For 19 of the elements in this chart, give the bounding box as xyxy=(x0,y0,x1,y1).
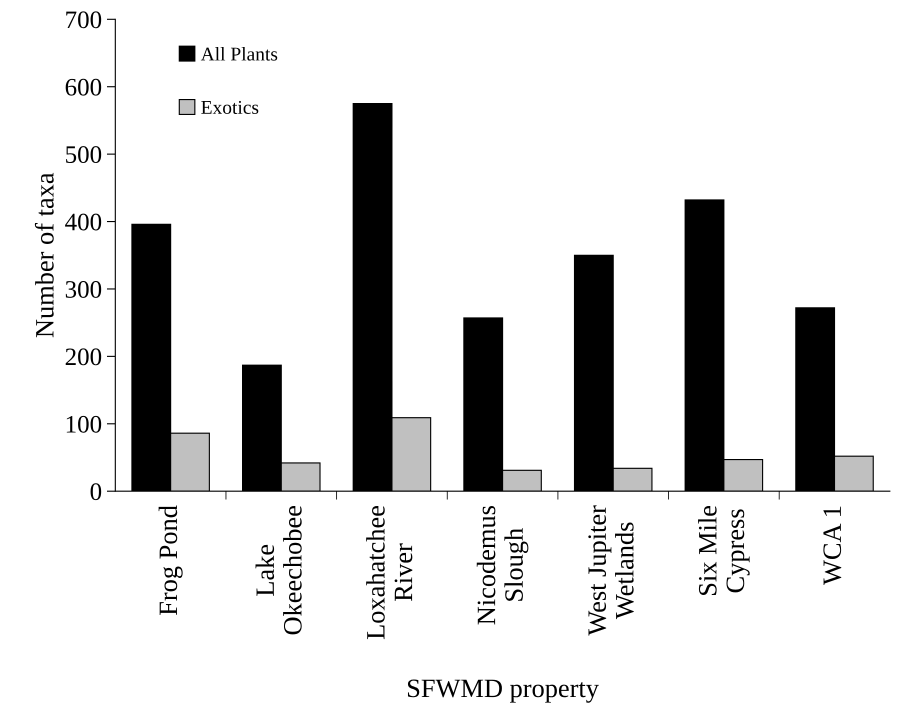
y-tick-label: 700 xyxy=(66,11,102,28)
y-tick-label: 500 xyxy=(66,146,102,164)
legend-label: Exotics xyxy=(201,100,258,114)
x-tick-label: Loxahatchee River xyxy=(366,506,412,640)
x-tick-label: Nicodemus Slough xyxy=(476,506,528,625)
legend-label: All Plants xyxy=(200,46,278,61)
x-axis-title: SFWMD property xyxy=(408,680,599,703)
x-tick-label: West Jupiter Wetlands xyxy=(588,505,634,636)
y-axis-title: Number of taxa xyxy=(34,172,54,338)
y-tick-label: 200 xyxy=(66,348,102,366)
y-tick-label: 0 xyxy=(90,483,102,500)
x-tick-label: Frog Pond xyxy=(158,505,183,616)
y-tick-label: 100 xyxy=(66,416,102,433)
y-tick-label: 300 xyxy=(66,281,102,298)
y-tick-label: 400 xyxy=(65,214,102,230)
x-tick-label: WCA 1 xyxy=(823,506,842,585)
y-tick-label: 600 xyxy=(66,78,102,96)
x-tick-label: Lake Okeechobee xyxy=(256,506,302,634)
x-tick-label: Six Mile Cypress xyxy=(698,506,750,595)
